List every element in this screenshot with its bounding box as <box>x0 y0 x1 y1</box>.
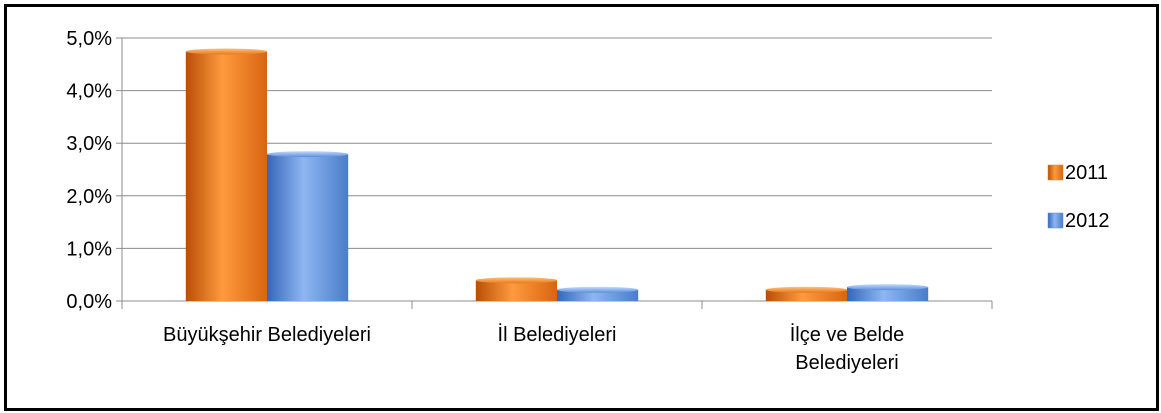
bar-body <box>557 289 639 301</box>
bar-body <box>765 289 847 301</box>
category-label: İl Belediyeleri <box>498 323 617 346</box>
category-label: İlçe ve Belde <box>790 323 905 346</box>
y-tick-label: 5,0% <box>66 28 112 50</box>
bar-cap <box>765 286 848 293</box>
legend: 2011 2012 <box>1047 162 1110 232</box>
legend-label: 2012 <box>1065 210 1110 232</box>
bar-cap <box>557 286 639 293</box>
category-label: Büyükşehir Belediyeleri <box>163 324 371 346</box>
bar-body <box>185 51 267 301</box>
bars <box>185 48 929 301</box>
legend-item-2011: 2011 <box>1047 162 1108 184</box>
y-tick-label: 4,0% <box>66 81 112 103</box>
y-tick-label: 2,0% <box>66 186 112 208</box>
bar-2012 <box>557 286 639 301</box>
bar-2011 <box>475 277 557 301</box>
bar-cap <box>847 284 929 291</box>
bar-2012 <box>847 284 929 301</box>
bar-cap <box>475 277 557 284</box>
bar-2011 <box>185 48 267 301</box>
axis-labels: 0,0% 1,0% 2,0% 3,0% 4,0% 5,0% Büyükşehir Beled… <box>66 28 904 374</box>
legend-label: 2011 <box>1065 162 1108 184</box>
y-tick-label: 0,0% <box>66 291 112 313</box>
bar-2011 <box>765 286 848 301</box>
category-label: Belediyeleri <box>795 352 898 374</box>
bar-body <box>847 287 929 301</box>
bar-cap <box>267 151 349 158</box>
bar-2012 <box>267 151 349 301</box>
y-tick-label: 1,0% <box>66 238 112 260</box>
legend-item-2012: 2012 <box>1047 210 1110 232</box>
y-tick-label: 3,0% <box>66 133 112 155</box>
bar-cap <box>185 48 267 55</box>
bar-body <box>267 154 349 301</box>
legend-swatch <box>1047 164 1064 181</box>
legend-swatch <box>1047 212 1064 229</box>
bar-body <box>475 280 557 301</box>
